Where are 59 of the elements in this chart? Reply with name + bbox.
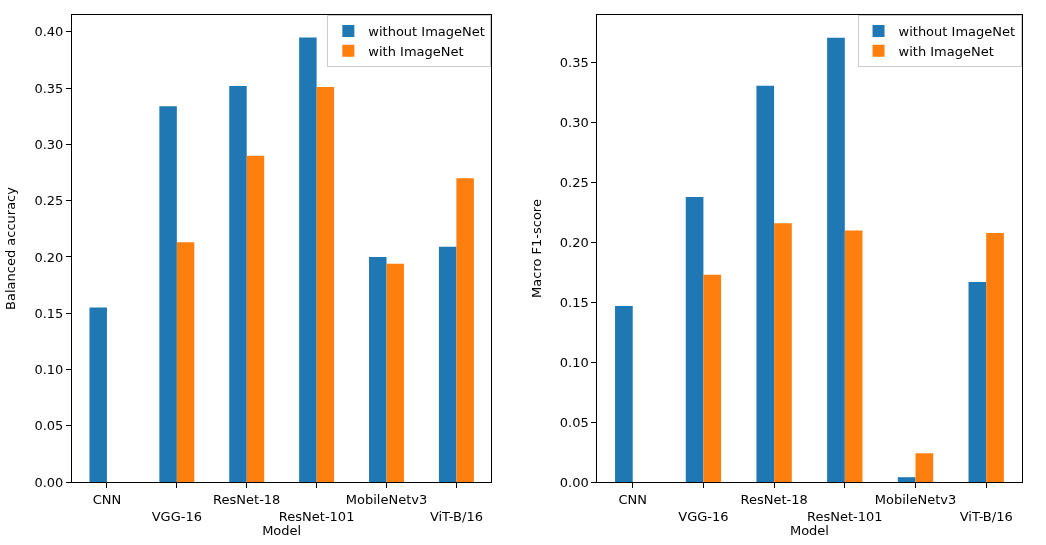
bar <box>844 230 863 482</box>
x-tick-label: ResNet-18 <box>213 491 281 507</box>
y-tick-label: 0.35 <box>559 55 589 71</box>
legend-label: with ImageNet <box>368 43 464 59</box>
bar <box>756 85 775 482</box>
legend-label: without ImageNet <box>368 24 485 40</box>
bar <box>176 242 195 482</box>
y-tick-label: 0.05 <box>559 414 589 430</box>
y-tick-label: 0.10 <box>559 354 589 370</box>
bar <box>316 87 335 482</box>
bar <box>915 453 934 482</box>
y-tick-label: 0.15 <box>34 305 64 321</box>
x-tick-label: CNN <box>618 491 647 507</box>
bar <box>703 274 722 482</box>
y-axis-title: Macro F1-score <box>528 199 544 298</box>
bar <box>159 106 177 482</box>
bar <box>438 246 457 482</box>
bar <box>386 263 404 482</box>
x-tick-label: MobileNetv3 <box>874 491 957 507</box>
y-axis-title: Balanced accuracy <box>3 186 19 310</box>
y-tick-label: 0.20 <box>34 249 64 265</box>
x-axis-title: Model <box>262 523 302 539</box>
bar <box>456 178 474 482</box>
legend-label: without ImageNet <box>898 24 1016 40</box>
y-tick-label: 0.25 <box>559 175 589 191</box>
x-tick-label: VGG-16 <box>678 508 729 524</box>
y-tick-label: 0.30 <box>559 115 589 131</box>
bar <box>89 307 107 482</box>
x-tick-label: ViT-B/16 <box>429 508 483 524</box>
bar <box>827 37 845 482</box>
x-tick-label: ResNet-101 <box>278 508 355 524</box>
x-tick-label: ResNet-18 <box>740 491 808 507</box>
bar <box>897 477 916 482</box>
bar <box>246 155 265 482</box>
x-tick-label: ResNet-101 <box>807 508 883 524</box>
x-tick-label: CNN <box>92 491 122 507</box>
y-tick-label: 0.00 <box>34 474 64 490</box>
bar <box>229 85 247 482</box>
bar <box>685 197 704 482</box>
bar <box>615 305 633 482</box>
y-tick-label: 0.05 <box>34 418 64 434</box>
x-tick-label: VGG-16 <box>151 508 202 524</box>
bar <box>774 223 792 482</box>
y-tick-label: 0.35 <box>34 80 64 96</box>
y-tick-label: 0.15 <box>559 294 589 310</box>
bar <box>369 256 387 482</box>
x-axis-title: Model <box>789 523 829 539</box>
legend-label: with ImageNet <box>898 43 994 59</box>
x-tick-label: MobileNetv3 <box>345 491 428 507</box>
y-tick-label: 0.25 <box>34 193 64 209</box>
bar <box>968 282 987 482</box>
x-tick-label: ViT-B/16 <box>959 508 1013 524</box>
bar <box>986 232 1004 482</box>
y-tick-label: 0.20 <box>559 235 589 251</box>
y-tick-label: 0.10 <box>34 362 64 378</box>
y-tick-label: 0.40 <box>34 24 64 40</box>
bar <box>299 37 317 482</box>
y-tick-label: 0.30 <box>34 136 64 152</box>
y-tick-label: 0.00 <box>559 474 589 490</box>
